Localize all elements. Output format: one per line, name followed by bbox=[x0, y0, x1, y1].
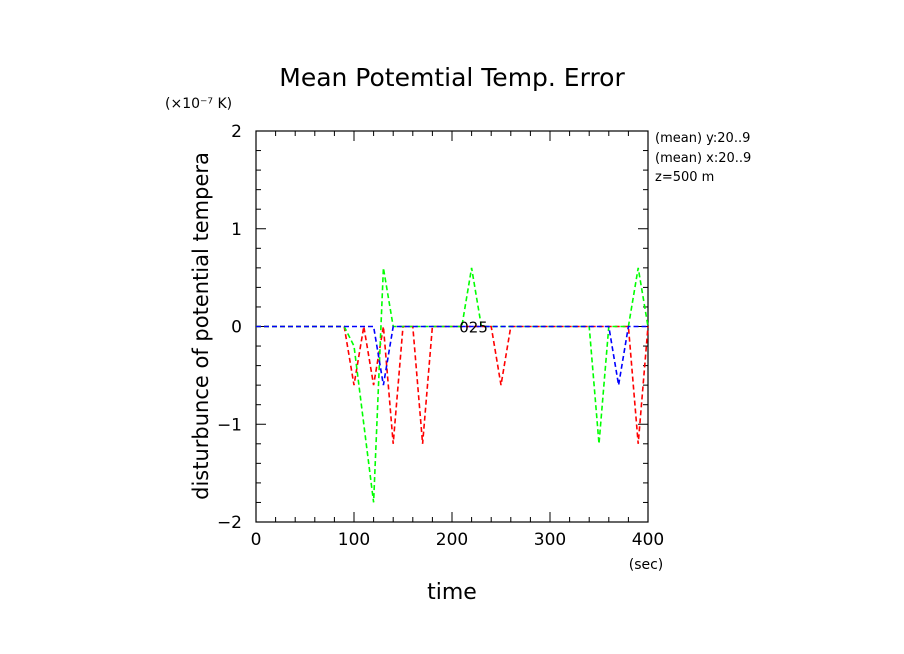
x-axis-title: time bbox=[427, 580, 477, 605]
series-line-0 bbox=[256, 325, 649, 444]
y-tick-label: 2 bbox=[231, 122, 242, 142]
x-tick-label: 100 bbox=[338, 530, 370, 550]
x-tick-label: 400 bbox=[632, 530, 664, 550]
x-tick-label: 200 bbox=[436, 530, 468, 550]
y-tick-label: −1 bbox=[217, 415, 242, 435]
chart-title: Mean Potemtial Temp. Error bbox=[279, 63, 625, 92]
x-tick-label: 0 bbox=[251, 530, 262, 550]
x-tick-label: 300 bbox=[534, 530, 566, 550]
inline-contour-label: 025 bbox=[459, 319, 488, 337]
y-tick-label: −2 bbox=[217, 513, 242, 533]
axis-ticks bbox=[255, 130, 649, 523]
series-layer bbox=[256, 267, 649, 503]
tick-labels: 0 100 200 300 400 2 1 0 −1 −2 bbox=[217, 122, 664, 550]
y-unit-label: (×10⁻⁷ K) bbox=[165, 96, 232, 112]
annotation-mean-x: (mean) x:20..9 bbox=[655, 151, 751, 166]
y-tick-label: 0 bbox=[231, 318, 242, 338]
y-tick-label: 1 bbox=[231, 220, 242, 240]
annotation-z-level: z=500 m bbox=[655, 170, 714, 185]
y-axis-title: disturbunce of potential tempera bbox=[189, 152, 213, 500]
annotation-mean-y: (mean) y:20..9 bbox=[655, 131, 750, 146]
series-line-2 bbox=[256, 325, 648, 386]
x-unit-label: (sec) bbox=[629, 557, 664, 573]
series-line-1 bbox=[256, 267, 649, 503]
